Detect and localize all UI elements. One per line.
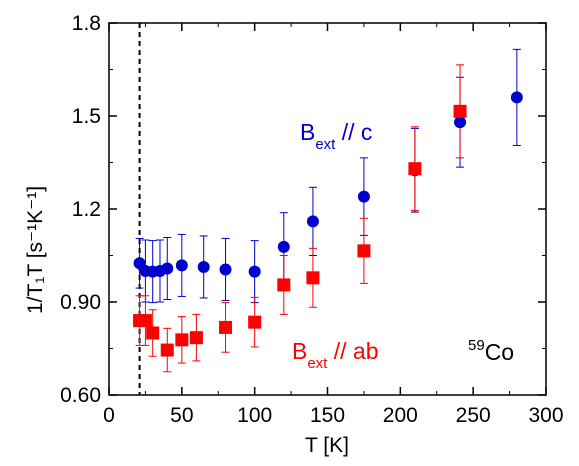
x-tick-label: 200	[383, 404, 418, 427]
red-square-point	[306, 271, 320, 285]
blue-circle-point	[161, 262, 174, 275]
x-tick-label: 0	[103, 404, 115, 427]
annotation-b-ext-c-base: B	[300, 119, 315, 145]
y-tick-label: 0.90	[60, 291, 101, 314]
red-square-point	[175, 333, 189, 347]
annotation-b-ext-c-rest: // c	[335, 119, 372, 145]
y-tick-label: 1.5	[72, 105, 101, 128]
annotation-b-ext-c: Bext // c	[300, 119, 372, 153]
red-square-point	[219, 320, 233, 334]
x-tick-label: 300	[528, 404, 563, 427]
y-tick-label: 1.8	[72, 12, 101, 35]
red-square-point	[408, 162, 422, 176]
blue-circle-point	[219, 263, 232, 276]
red-square-point	[189, 331, 203, 345]
y-tick-label: 0.60	[60, 384, 101, 407]
red-square-point	[248, 315, 262, 329]
annotation-59co-sup: 59	[468, 337, 485, 354]
x-tick-label: 250	[456, 404, 491, 427]
annotation-b-ext-ab-rest: // ab	[327, 338, 378, 364]
annotation-59co: 59Co	[468, 337, 514, 365]
x-tick-label: 150	[310, 404, 345, 427]
red-square-point	[146, 326, 160, 340]
red-square-point	[277, 278, 291, 292]
blue-circle-point	[248, 265, 261, 278]
red-square-point	[453, 104, 467, 118]
annotation-59co-rest: Co	[485, 339, 514, 365]
y-tick-label: 1.2	[72, 198, 101, 221]
blue-circle-point	[510, 91, 523, 104]
x-tick-label: 100	[237, 404, 272, 427]
plot-area: 0 50 100 150 200 250 300 0.60 0.90 1.2 1.5 1.8	[60, 12, 563, 427]
red-square-point	[357, 244, 371, 258]
annotation-b-ext-c-sub: ext	[315, 136, 336, 153]
annotation-b-ext-ab-base: B	[292, 338, 307, 364]
x-tick-label: 50	[170, 404, 193, 427]
blue-circle-point	[175, 259, 188, 272]
annotation-b-ext-ab: Bext // ab	[292, 338, 379, 372]
blue-circle-point	[197, 260, 210, 273]
y-axis-title: 1/T₁T [s⁻¹K⁻¹]	[24, 186, 47, 314]
x-axis-title: T [K]	[305, 434, 349, 457]
red-square-point	[138, 314, 152, 328]
red-square-point	[160, 343, 174, 357]
annotation-b-ext-ab-sub: ext	[307, 355, 328, 372]
blue-circle-point	[277, 240, 290, 253]
blue-circle-point	[357, 190, 370, 203]
blue-circle-point	[454, 116, 467, 129]
blue-circle-point	[306, 215, 319, 228]
